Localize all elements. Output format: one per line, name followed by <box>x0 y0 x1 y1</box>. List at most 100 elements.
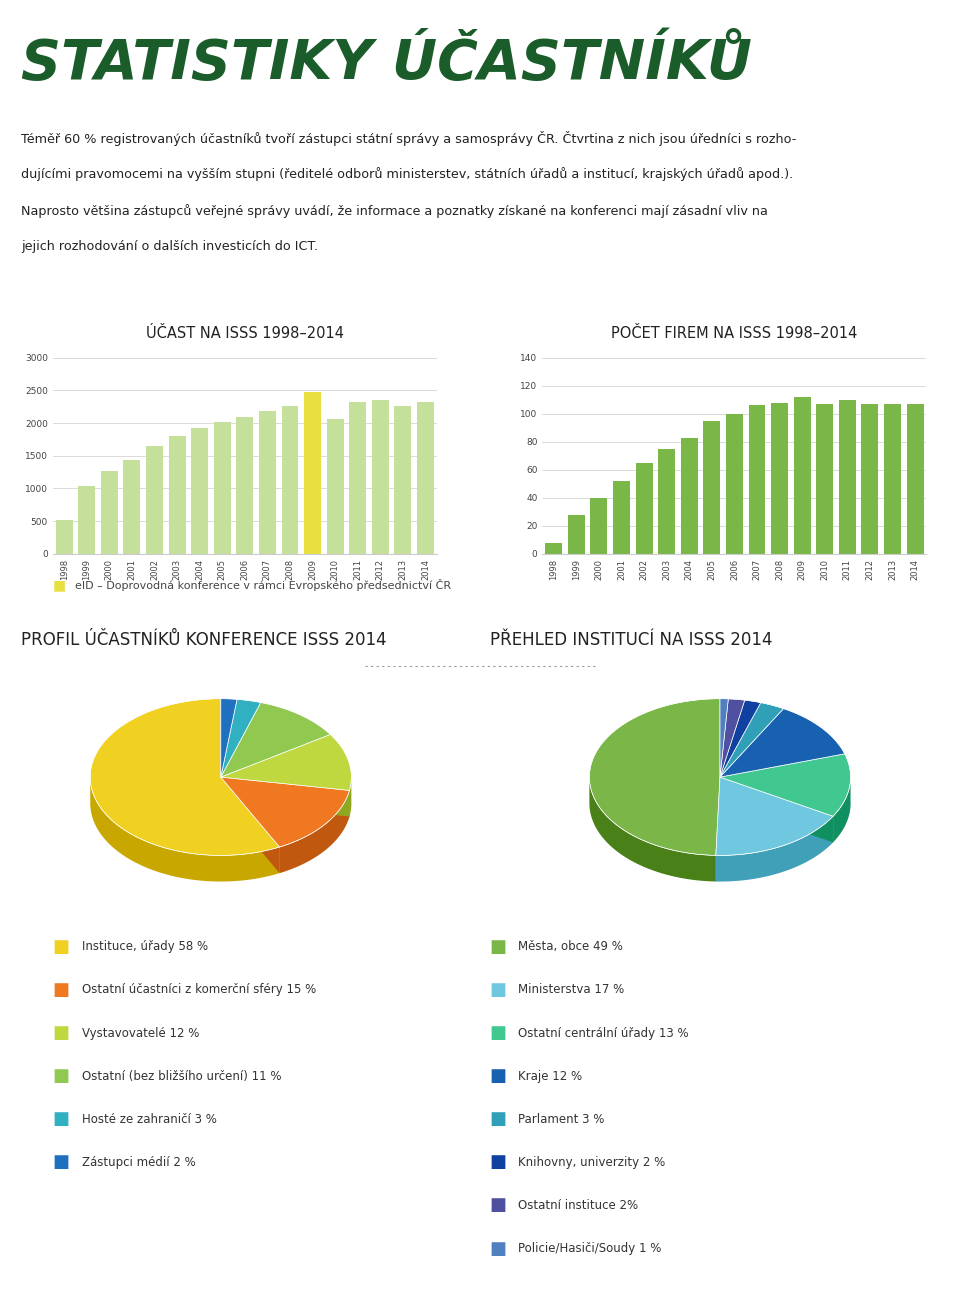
Text: ■: ■ <box>490 981 507 999</box>
Bar <box>214 423 230 554</box>
Polygon shape <box>279 790 349 874</box>
Bar <box>794 397 810 554</box>
Text: Naprosto většina zástupců veřejné správy uvádí, že informace a poznatky získané : Naprosto většina zástupců veřejné správy… <box>21 204 768 218</box>
Bar <box>417 402 434 554</box>
Bar <box>861 404 878 554</box>
Bar <box>906 404 924 554</box>
Polygon shape <box>720 703 783 777</box>
Polygon shape <box>589 777 716 882</box>
Text: ■: ■ <box>490 1153 507 1171</box>
Bar <box>816 404 833 554</box>
Text: ■: ■ <box>490 1024 507 1042</box>
Text: ■: ■ <box>490 1239 507 1258</box>
Bar <box>884 404 901 554</box>
Polygon shape <box>349 774 351 816</box>
Polygon shape <box>221 777 279 874</box>
Text: ■: ■ <box>53 579 66 592</box>
Polygon shape <box>221 699 237 777</box>
Polygon shape <box>720 709 845 777</box>
Bar <box>56 520 73 554</box>
Bar <box>681 438 698 554</box>
Polygon shape <box>221 777 349 816</box>
Polygon shape <box>90 699 279 855</box>
Polygon shape <box>716 777 720 882</box>
Text: Města, obce 49 %: Města, obce 49 % <box>518 940 623 953</box>
Polygon shape <box>716 816 833 882</box>
Text: ■: ■ <box>53 981 70 999</box>
Polygon shape <box>589 699 720 855</box>
Polygon shape <box>720 754 851 816</box>
Text: eID – Doprovodná konference v rámci Evropského předsednictví ČR: eID – Doprovodná konference v rámci Evro… <box>75 579 451 592</box>
Bar <box>124 460 140 554</box>
Text: Ostatní (bez bližšího určení) 11 %: Ostatní (bez bližšího určení) 11 % <box>82 1070 281 1083</box>
Polygon shape <box>221 734 351 790</box>
Text: Parlament 3 %: Parlament 3 % <box>518 1113 605 1126</box>
Text: Ostatní účastníci z komerční sféry 15 %: Ostatní účastníci z komerční sféry 15 % <box>82 983 316 996</box>
Text: jejich rozhodování o dalších investicích do ICT.: jejich rozhodování o dalších investicích… <box>21 240 318 253</box>
Text: ■: ■ <box>53 1110 70 1128</box>
Bar <box>545 542 563 554</box>
Polygon shape <box>716 777 833 855</box>
Polygon shape <box>720 700 760 777</box>
Polygon shape <box>221 777 279 874</box>
Text: ■: ■ <box>490 938 507 956</box>
Polygon shape <box>720 777 833 842</box>
Bar <box>304 392 321 554</box>
Bar <box>259 411 276 554</box>
Text: Téměř 60 % registrovaných účastníků tvoří zástupci státní správy a samosprávy ČR: Téměř 60 % registrovaných účastníků tvoř… <box>21 131 797 145</box>
Text: ■: ■ <box>490 1110 507 1128</box>
Text: Zástupci médií 2 %: Zástupci médií 2 % <box>82 1156 195 1169</box>
Text: ■: ■ <box>490 1196 507 1215</box>
Text: dujícími pravomocemi na vyšším stupni (ředitelé odborů ministerstev, státních úř: dujícími pravomocemi na vyšším stupni (ř… <box>21 167 793 182</box>
Text: POČET FIREM NA ISSS 1998–2014: POČET FIREM NA ISSS 1998–2014 <box>612 325 857 341</box>
Bar <box>771 402 788 554</box>
Bar <box>101 471 118 554</box>
Text: Ministerstva 17 %: Ministerstva 17 % <box>518 983 625 996</box>
Text: ÚČAST NA ISSS 1998–2014: ÚČAST NA ISSS 1998–2014 <box>146 325 344 341</box>
Text: Ostatní instituce 2%: Ostatní instituce 2% <box>518 1199 638 1212</box>
Bar <box>704 421 720 554</box>
Text: Ostatní centrální úřady 13 %: Ostatní centrální úřady 13 % <box>518 1027 689 1040</box>
Text: PŘEHLED INSTITUCÍ NA ISSS 2014: PŘEHLED INSTITUCÍ NA ISSS 2014 <box>490 631 772 649</box>
Text: PROFIL ÚČASTNÍKŮ KONFERENCE ISSS 2014: PROFIL ÚČASTNÍKŮ KONFERENCE ISSS 2014 <box>21 631 387 649</box>
Polygon shape <box>720 699 745 777</box>
Text: ■: ■ <box>53 1153 70 1171</box>
Bar <box>590 498 608 554</box>
Text: Policie/Hasiči/Soudy 1 %: Policie/Hasiči/Soudy 1 % <box>518 1242 661 1255</box>
Bar <box>567 515 585 554</box>
Bar <box>613 481 630 554</box>
Bar <box>146 447 163 554</box>
Text: ■: ■ <box>490 1067 507 1085</box>
Bar <box>281 405 299 554</box>
Text: ■: ■ <box>53 1024 70 1042</box>
Polygon shape <box>833 774 851 842</box>
Text: ■: ■ <box>53 938 70 956</box>
Text: Vystavovatelé 12 %: Vystavovatelé 12 % <box>82 1027 199 1040</box>
Text: Kraje 12 %: Kraje 12 % <box>518 1070 583 1083</box>
Polygon shape <box>720 699 729 777</box>
Polygon shape <box>221 703 330 777</box>
Bar <box>839 400 855 554</box>
Bar <box>349 402 366 554</box>
Bar <box>236 417 253 554</box>
Bar <box>372 400 389 554</box>
Polygon shape <box>90 780 279 882</box>
Bar <box>659 449 675 554</box>
Text: ■: ■ <box>53 1067 70 1085</box>
Bar <box>326 419 344 554</box>
Bar <box>395 405 412 554</box>
Polygon shape <box>720 777 833 842</box>
Polygon shape <box>221 699 261 777</box>
Polygon shape <box>716 777 720 882</box>
Bar <box>726 414 743 554</box>
Bar <box>169 436 185 554</box>
Bar <box>191 428 208 554</box>
Text: Knihovny, univerzity 2 %: Knihovny, univerzity 2 % <box>518 1156 665 1169</box>
Text: Hosté ze zahraničí 3 %: Hosté ze zahraničí 3 % <box>82 1113 216 1126</box>
Text: Instituce, úřady 58 %: Instituce, úřady 58 % <box>82 940 207 953</box>
Bar <box>749 405 765 554</box>
Polygon shape <box>221 777 349 816</box>
Text: STATISTIKY ÚČASTNÍKŮ: STATISTIKY ÚČASTNÍKŮ <box>21 37 752 90</box>
Bar <box>78 486 95 554</box>
Polygon shape <box>221 777 349 848</box>
